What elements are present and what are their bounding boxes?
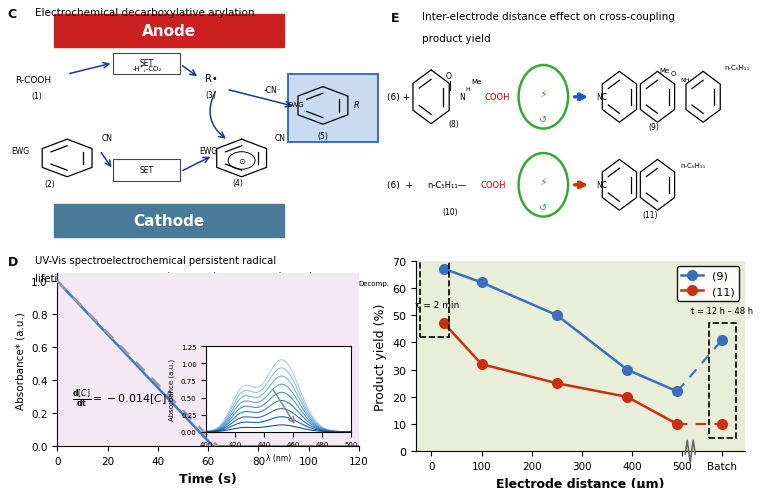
Text: ⊙: ⊙: [238, 157, 245, 166]
FancyBboxPatch shape: [113, 54, 180, 75]
Text: SET: SET: [251, 277, 264, 283]
Text: (11): (11): [643, 210, 658, 219]
Text: ↺: ↺: [539, 203, 547, 212]
Text: SET: SET: [140, 166, 154, 175]
Text: EWG: EWG: [286, 102, 303, 108]
Text: NC: NC: [272, 278, 283, 284]
Text: Anode: Anode: [141, 24, 196, 39]
Text: H: H: [465, 87, 470, 92]
FancyBboxPatch shape: [113, 160, 180, 181]
Text: UV-Vis spectroelectrochemical persistent radical: UV-Vis spectroelectrochemical persistent…: [34, 256, 276, 266]
Text: Electrochemical decarboxylative arylation: Electrochemical decarboxylative arylatio…: [34, 7, 254, 18]
Text: ⇒: ⇒: [338, 286, 348, 299]
Text: NC: NC: [134, 279, 145, 288]
Text: CN: CN: [240, 278, 250, 284]
Text: COOH: COOH: [481, 181, 506, 190]
Text: (4): (4): [232, 179, 243, 187]
Text: D: D: [8, 256, 18, 269]
Text: (8): (8): [448, 120, 459, 129]
Text: product yield: product yield: [422, 34, 490, 44]
Text: NC: NC: [142, 278, 152, 284]
Text: CN: CN: [102, 134, 112, 143]
Text: ⇒: ⇒: [338, 278, 348, 291]
Text: -H⁺,-CO₂: -H⁺,-CO₂: [132, 65, 161, 72]
FancyBboxPatch shape: [53, 205, 283, 237]
Text: EWG: EWG: [199, 147, 218, 156]
Text: ↺: ↺: [539, 115, 547, 124]
X-axis label: λ (nm): λ (nm): [267, 453, 291, 462]
Text: EWG: EWG: [11, 147, 30, 156]
Y-axis label: Absorbance (a.u.): Absorbance (a.u.): [169, 358, 175, 420]
Text: (7): (7): [297, 304, 307, 310]
Text: ⚡: ⚡: [539, 90, 547, 100]
Bar: [420, 258, 449, 337]
Text: $\frac{\mathbf{d}[C]}{\mathbf{dt}} = -0.014[C]^0$: $\frac{\mathbf{d}[C]}{\mathbf{dt}} = -0.…: [73, 386, 173, 409]
Text: τ = 2 min: τ = 2 min: [416, 300, 460, 309]
Text: N: N: [459, 93, 465, 102]
Text: ⊙: ⊙: [289, 289, 294, 294]
Text: t = 12 h – 48 h: t = 12 h – 48 h: [691, 306, 753, 315]
Text: Me: Me: [659, 68, 669, 74]
Text: SET: SET: [140, 59, 154, 67]
Text: (9): (9): [648, 122, 659, 131]
Text: n-C₅H₁₁—: n-C₅H₁₁—: [427, 181, 466, 190]
Text: Inter-electrode distance effect on cross-coupling: Inter-electrode distance effect on cross…: [422, 12, 675, 22]
Text: CN: CN: [274, 134, 285, 143]
Text: O: O: [446, 72, 452, 81]
Text: n-C₅H₁₁: n-C₅H₁₁: [680, 163, 706, 169]
FancyBboxPatch shape: [53, 15, 283, 47]
Text: NC: NC: [597, 93, 607, 102]
Text: (3): (3): [206, 90, 216, 100]
Text: NC: NC: [597, 181, 607, 190]
Text: Me: Me: [471, 79, 481, 84]
Text: ⚡: ⚡: [539, 178, 547, 188]
Text: E: E: [391, 12, 400, 25]
Bar: [288, 75, 377, 142]
Text: (1): (1): [31, 92, 42, 101]
X-axis label: Electrode distance (μm): Electrode distance (μm): [497, 477, 665, 488]
Text: CN: CN: [330, 278, 340, 284]
Text: (5): (5): [318, 132, 329, 141]
Legend: (9), (11): (9), (11): [677, 266, 740, 301]
Text: Cathode: Cathode: [133, 214, 205, 228]
Text: (6)  +: (6) +: [387, 181, 413, 190]
Text: n-C₅H₁₁: n-C₅H₁₁: [724, 65, 749, 71]
Text: R-COOH: R-COOH: [15, 76, 51, 84]
Text: -CN⁻: -CN⁻: [264, 85, 281, 95]
Text: lifetime measurement: lifetime measurement: [34, 274, 145, 284]
Text: R•: R•: [205, 74, 217, 84]
Bar: [709, 324, 736, 438]
Y-axis label: Product yield (%): Product yield (%): [374, 303, 387, 410]
Text: (6): (6): [188, 304, 198, 310]
Text: Decomp.: Decomp.: [358, 280, 390, 286]
Text: (2): (2): [44, 179, 55, 188]
Text: (6) +: (6) +: [387, 93, 410, 102]
Text: (10): (10): [442, 208, 458, 217]
Text: COOH: COOH: [484, 93, 510, 102]
Text: R: R: [354, 101, 360, 109]
Text: NH: NH: [680, 78, 690, 83]
Text: O: O: [671, 71, 676, 77]
Y-axis label: Absorbance* (a.u.): Absorbance* (a.u.): [15, 311, 25, 409]
X-axis label: Time (s): Time (s): [180, 472, 237, 485]
Text: C: C: [8, 7, 17, 20]
